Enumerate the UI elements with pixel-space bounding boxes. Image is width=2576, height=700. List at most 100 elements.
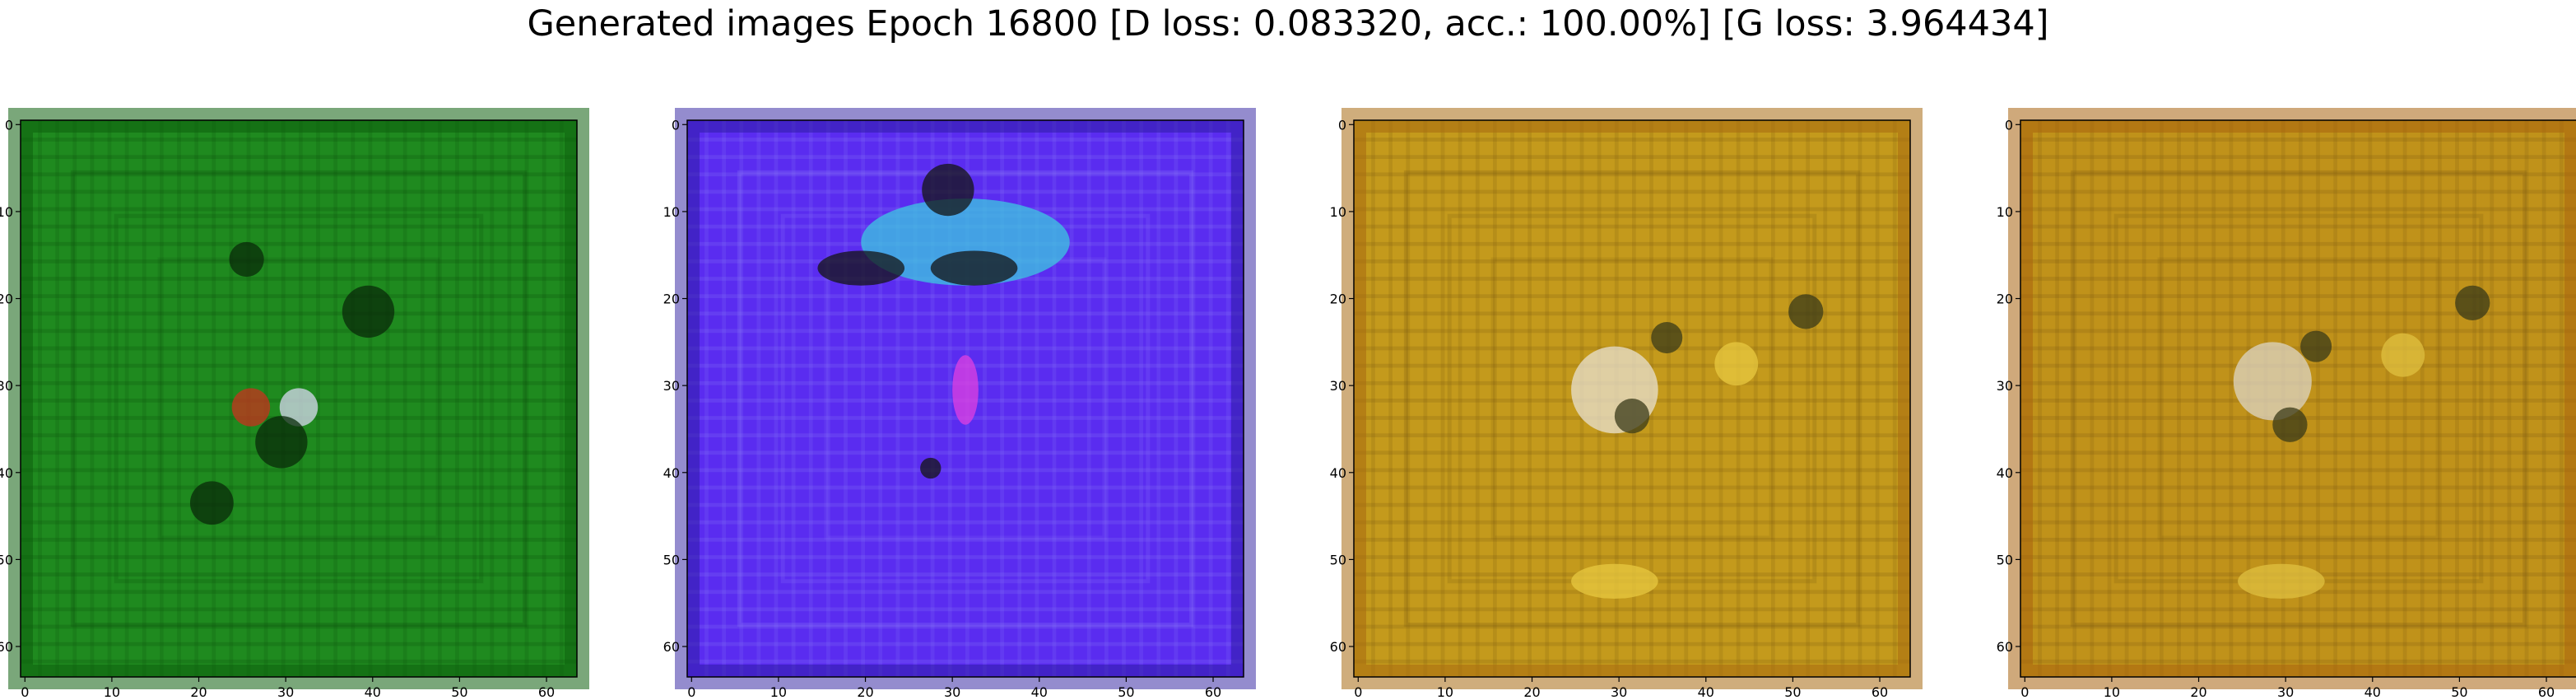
texture-col: [983, 120, 987, 677]
texture-row: [1354, 224, 1910, 229]
x-tick-label: 0: [21, 684, 29, 700]
texture-col: [2107, 120, 2112, 677]
image-feature: [920, 457, 942, 479]
image-panel-2: 0 10 20 30 40 50 60 0 10 20 30 40 50 60: [663, 108, 1256, 700]
x-tick-label: 30: [277, 684, 294, 700]
texture-row: [21, 520, 577, 525]
texture-row: [687, 468, 1244, 473]
texture-col: [177, 120, 181, 677]
y-tick-label: 20: [663, 292, 680, 307]
x-tick-label: 50: [1784, 684, 1801, 700]
image-feature: [2455, 285, 2490, 320]
texture-col: [2368, 120, 2373, 677]
x-tick-label: 0: [687, 684, 695, 700]
texture-col: [1104, 120, 1109, 677]
texture-row: [687, 346, 1244, 351]
texture-col: [160, 120, 164, 677]
x-tick-label: 40: [1698, 684, 1714, 700]
texture-row: [687, 520, 1244, 525]
texture-band: [157, 257, 440, 540]
texture-col: [1771, 120, 1775, 677]
texture-col: [2541, 120, 2546, 677]
image-feature: [189, 481, 234, 525]
texture-row: [1354, 207, 1910, 212]
texture-col: [1823, 120, 1828, 677]
texture-row: [1354, 433, 1910, 438]
texture-col: [2038, 120, 2042, 677]
y-tick-label: 0: [2005, 117, 2013, 133]
x-tick-label: 20: [1523, 684, 1540, 700]
figure-title: Generated images Epoch 16800 [D loss: 0.…: [527, 3, 2049, 44]
texture-row: [2020, 346, 2576, 351]
texture-col: [2490, 120, 2495, 677]
texture-col: [1086, 120, 1091, 677]
image-feature: [2381, 333, 2425, 377]
texture-band: [70, 170, 528, 628]
texture-col: [791, 120, 796, 677]
texture-row: [2020, 468, 2576, 473]
y-tick-label: 20: [0, 292, 13, 307]
texture-col: [2438, 120, 2442, 677]
y-axis: 0 10 20 30 40 50 60: [0, 117, 21, 655]
texture-col: [704, 120, 709, 677]
texture-col: [90, 120, 95, 677]
texture-row: [1354, 659, 1910, 664]
texture-col: [826, 120, 830, 677]
texture-row: [687, 311, 1244, 316]
texture-band: [1403, 170, 1861, 628]
texture-col: [756, 120, 761, 677]
x-tick-label: 60: [1205, 684, 1221, 700]
texture-row: [2020, 607, 2576, 612]
x-tick-label: 30: [944, 684, 960, 700]
texture-row: [21, 555, 577, 559]
texture-row: [687, 502, 1244, 507]
texture-row: [2020, 277, 2576, 281]
texture-row: [687, 572, 1244, 577]
texture-col: [1122, 120, 1126, 677]
image-area: [2008, 108, 2576, 689]
image-feature: [930, 250, 1018, 286]
image-feature: [1571, 563, 1658, 599]
x-tick-label: 40: [2364, 684, 2381, 700]
x-tick-label: 0: [1354, 684, 1362, 700]
y-tick-label: 30: [0, 378, 13, 394]
texture-row: [21, 277, 577, 281]
texture-col: [2455, 120, 2459, 677]
texture-band: [2070, 170, 2527, 628]
texture-row: [21, 607, 577, 612]
y-tick-label: 50: [663, 552, 680, 567]
texture-row: [21, 380, 577, 385]
texture-row: [1354, 624, 1910, 629]
texture-row: [21, 259, 577, 264]
y-tick-label: 10: [663, 204, 680, 220]
texture-row: [1354, 329, 1910, 334]
texture-row: [1354, 311, 1910, 316]
texture-col: [1510, 120, 1514, 677]
x-tick-label: 0: [2020, 684, 2029, 700]
texture-row: [21, 224, 577, 229]
texture-row: [2020, 311, 2576, 316]
texture-col: [1156, 120, 1161, 677]
y-tick-label: 0: [672, 117, 680, 133]
texture-col: [72, 120, 77, 677]
image-feature: [2238, 563, 2325, 599]
image-area: [1341, 108, 1923, 689]
texture-col: [1736, 120, 1741, 677]
texture-row: [21, 189, 577, 194]
texture-col: [1406, 120, 1411, 677]
texture-row: [1354, 155, 1910, 160]
texture-row: [21, 138, 577, 142]
texture-col: [2316, 120, 2320, 677]
texture-col: [895, 120, 900, 677]
texture-row: [2020, 207, 2576, 212]
texture-col: [368, 120, 373, 677]
texture-col: [2072, 120, 2077, 677]
texture-row: [2020, 172, 2576, 177]
texture-row: [2020, 189, 2576, 194]
texture-col: [844, 120, 848, 677]
texture-col: [913, 120, 918, 677]
texture-row: [21, 363, 577, 368]
y-tick-label: 20: [1330, 292, 1346, 307]
y-tick-label: 40: [0, 465, 13, 481]
texture-col: [2141, 120, 2146, 677]
